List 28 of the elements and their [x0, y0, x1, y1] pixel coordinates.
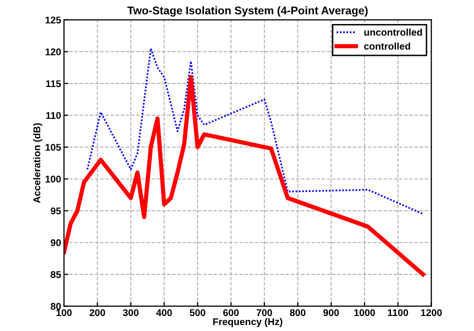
y-tick-label: 95 — [50, 207, 61, 214]
x-tick-label: 400 — [156, 309, 172, 316]
legend-label: uncontrolled — [364, 28, 422, 36]
x-tick-label: 300 — [122, 309, 138, 316]
x-tick-label: 1100 — [388, 309, 408, 316]
x-tick-label: 1200 — [421, 309, 442, 316]
y-tick-label: 90 — [50, 239, 61, 246]
y-axis-title: Acceleration (dB) — [33, 123, 42, 204]
y-tick-label: 80 — [50, 302, 61, 310]
x-tick-label: 700 — [256, 309, 272, 316]
x-tick-label: 100 — [56, 309, 72, 316]
x-tick-label: 600 — [223, 309, 239, 316]
x-tick-label: 1000 — [354, 309, 375, 316]
y-tick-label: 125 — [46, 16, 61, 24]
x-tick-label: 900 — [323, 309, 339, 316]
y-tick-label: 100 — [46, 176, 61, 183]
y-tick-label: 85 — [50, 271, 61, 278]
y-tick-label: 105 — [46, 144, 61, 151]
chart-title: Two-Stage Isolation System (4-Point Average) — [127, 6, 368, 17]
x-axis-title: Frequency (Hz) — [213, 318, 282, 328]
x-tick-label: 500 — [190, 309, 206, 316]
line-series — [64, 75, 426, 276]
y-tick-label: 120 — [46, 48, 61, 56]
x-tick-label: 200 — [90, 309, 106, 316]
legend-label: controlled — [364, 42, 410, 50]
y-tick-label: 110 — [46, 112, 61, 119]
y-tick-label: 115 — [46, 80, 61, 88]
x-tick-label: 800 — [290, 309, 306, 316]
